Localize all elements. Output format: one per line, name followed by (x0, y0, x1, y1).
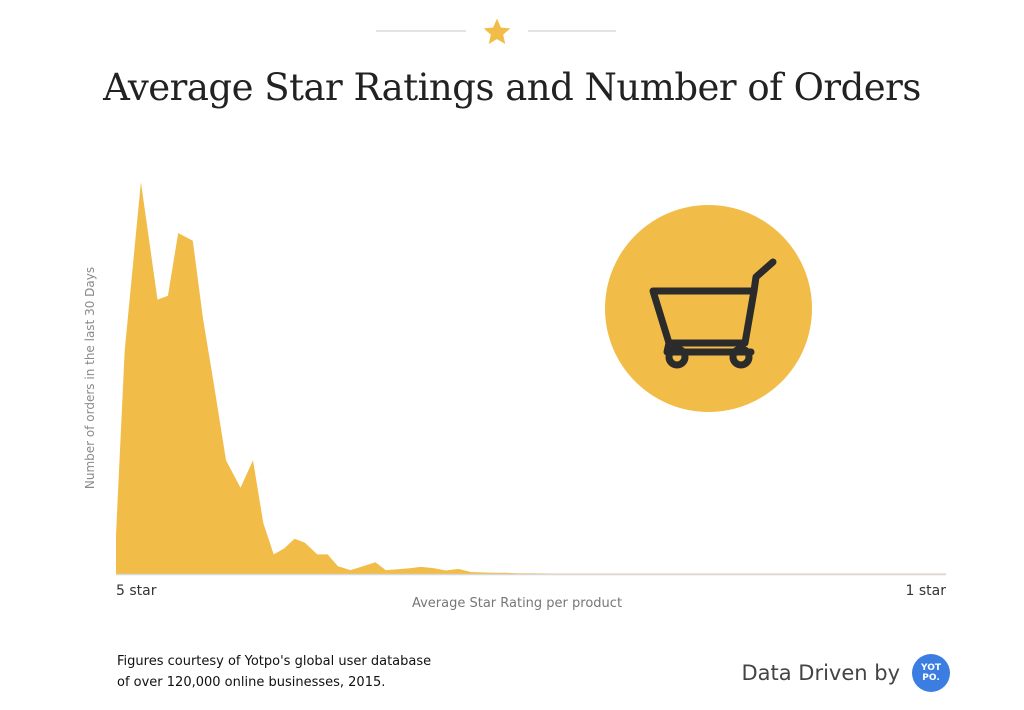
cart-badge (605, 205, 812, 412)
yotpo-logo[interactable]: YOT PO. (912, 654, 950, 692)
decorative-line-left (376, 30, 466, 32)
shopping-cart-icon (649, 258, 777, 369)
star-icon (483, 18, 511, 44)
source-footnote: Figures courtesy of Yotpo's global user … (117, 651, 431, 693)
footnote-line-2: of over 120,000 online businesses, 2015. (117, 675, 386, 690)
y-axis-label: Number of orders in the last 30 Days (83, 266, 97, 490)
chart-title: Average Star Ratings and Number of Order… (103, 66, 921, 109)
brand-text: Data Driven by (741, 661, 900, 685)
footnote-line-1: Figures courtesy of Yotpo's global user … (117, 654, 432, 669)
brand-credit: Data Driven by YOT PO. (741, 654, 950, 692)
orders-area-series (116, 182, 946, 574)
x-axis-label: Average Star Rating per product (411, 596, 623, 611)
x-tick-label-1-star: 1 star (905, 583, 946, 599)
x-tick-label-5-star: 5 star (116, 583, 157, 599)
decorative-line-right (528, 30, 616, 32)
